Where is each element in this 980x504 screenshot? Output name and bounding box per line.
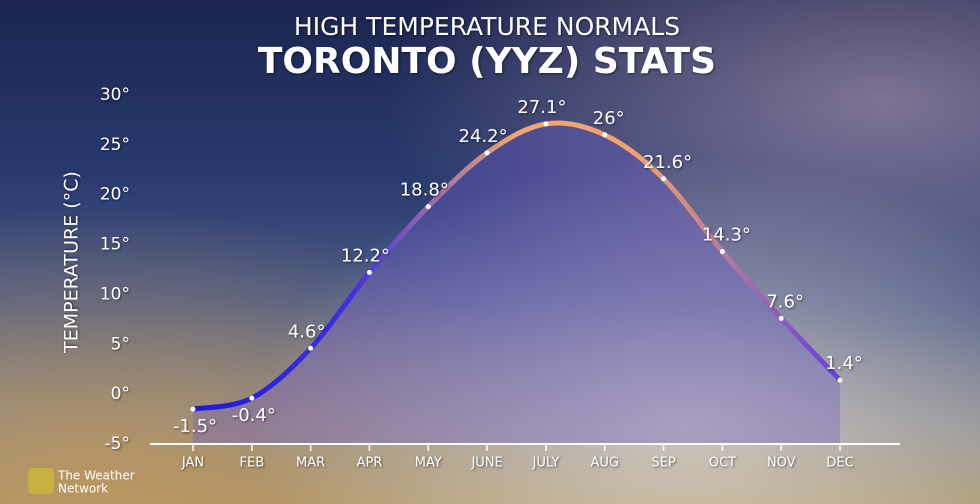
value-label: 24.2° [459,126,508,147]
value-label: 18.8° [400,180,449,201]
y-tick-label: 5° [111,334,130,354]
y-tick-label: -5° [105,434,130,454]
x-tick-label: DEC [826,456,853,471]
point [484,150,490,156]
chart-subtitle: TORONTO (YYZ) STATS [258,41,716,82]
x-tick-label: FEB [240,456,265,471]
brand-text: Network [58,482,108,496]
x-tick-label: JULY [532,456,560,471]
x-tick-label: MAY [415,456,442,471]
value-label: -1.5° [173,416,217,437]
x-tick-label: OCT [709,456,736,471]
point [308,345,314,351]
x-tick-label: JAN [181,456,204,471]
value-label: 14.3° [702,225,751,246]
x-tick-label: MAR [296,456,325,471]
area [193,123,840,444]
point [249,395,255,401]
y-tick-label: 10° [100,284,130,304]
value-label: 7.6° [766,291,804,312]
value-label: -0.4° [232,405,276,426]
point [719,249,725,255]
x-tick-label: AUG [590,456,618,471]
x-tick-label: APR [357,456,383,471]
point [366,269,372,275]
point [602,132,608,138]
y-tick-label: 20° [100,185,130,205]
y-tick-label: 25° [100,135,130,155]
point [190,406,196,412]
value-label: 12.2° [341,245,390,266]
value-label: 21.6° [643,152,692,173]
value-label: 4.6° [288,321,326,342]
point [543,121,549,127]
point [425,204,431,210]
y-tick-label: 15° [100,235,130,255]
chart-title: HIGH TEMPERATURE NORMALS [294,12,680,41]
point [778,315,784,321]
value-label: 27.1° [517,97,566,118]
y-tick-label: 30° [100,85,130,105]
y-axis-label: TEMPERATURE (°C) [61,171,83,354]
point [837,377,843,383]
x-tick-label: SEP [651,456,675,471]
x-tick-label: NOV [767,456,796,471]
x-tick-label: JUNE [470,456,502,471]
value-label: 1.4° [825,353,863,374]
point [661,176,667,182]
brand-logo: The Weather Network [28,468,135,496]
y-tick-label: 0° [111,384,130,404]
value-label: 26° [593,108,625,129]
logo-icon [28,468,54,494]
brand-text: The Weather [57,469,135,483]
